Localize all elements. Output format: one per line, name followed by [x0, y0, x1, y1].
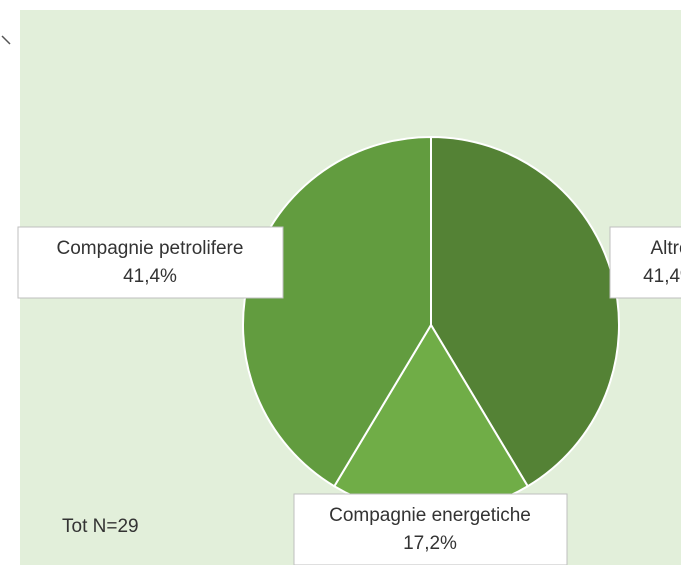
slice-value-label: 17,2%: [403, 533, 457, 554]
slice-label: Compagnie energetiche: [329, 505, 531, 526]
slice-label: Compagnie petrolifere: [57, 238, 244, 259]
label-box: [293, 493, 568, 565]
slice-value-label: 41,4%: [123, 266, 177, 287]
slice-label: Altro: [650, 238, 681, 259]
annotation: Tot N=29: [62, 516, 139, 537]
label-box: [609, 226, 681, 299]
slice-value-label: 41,4%: [643, 266, 681, 287]
label-box: [17, 226, 284, 299]
edge-mark: [1, 35, 11, 45]
